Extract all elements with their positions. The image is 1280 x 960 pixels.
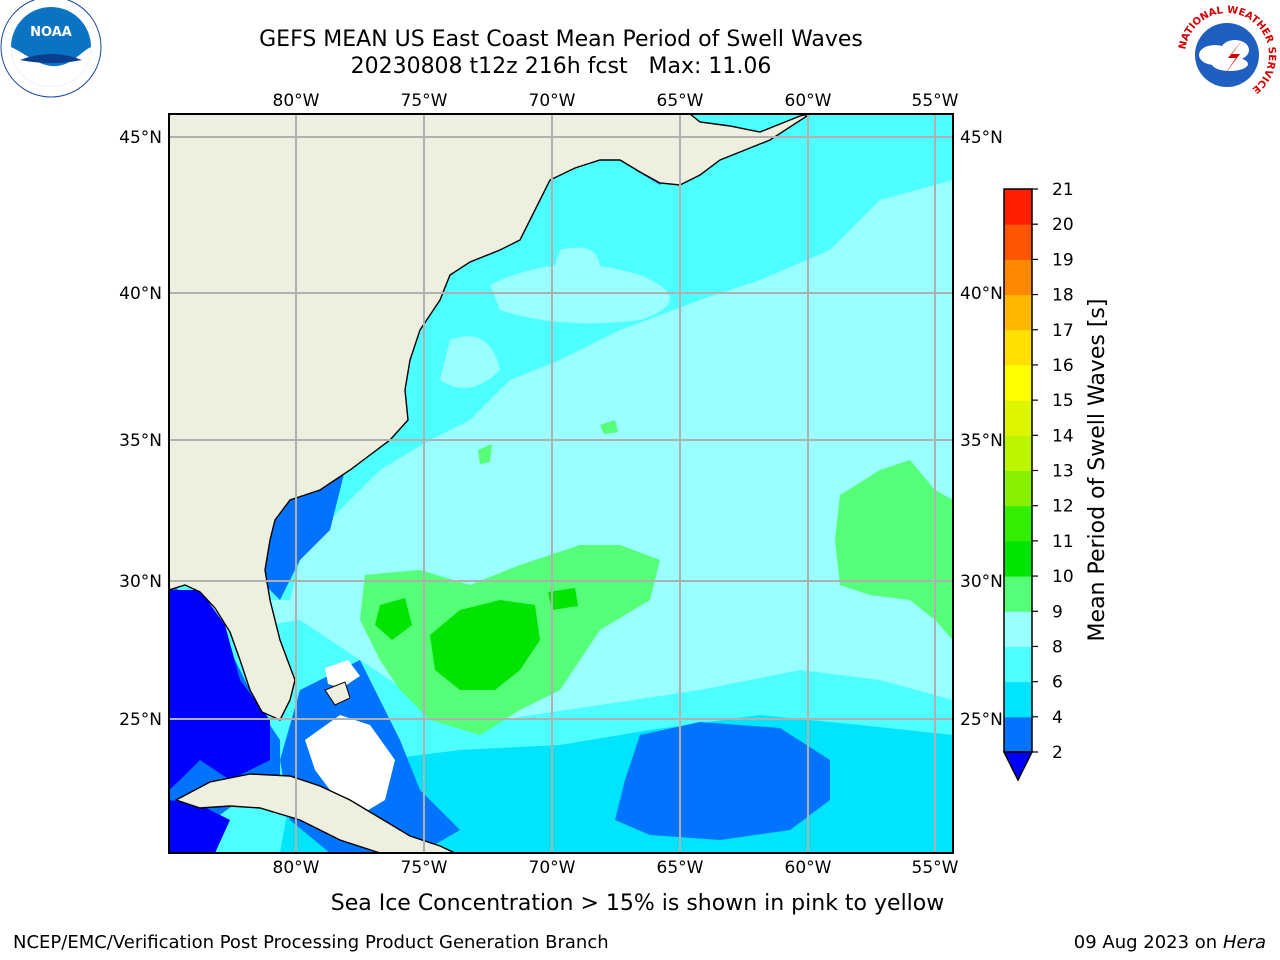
colorbar-segment — [1004, 681, 1032, 718]
map-title: GEFS MEAN US East Coast Mean Period of S… — [259, 27, 863, 52]
contour-10-11-core — [430, 600, 540, 690]
no-data-bahamas-2 — [325, 660, 360, 688]
colorbar-tick-label: 14 — [1052, 426, 1074, 446]
lat-label-left: 30°N — [119, 572, 162, 592]
host-name: Hera — [1222, 932, 1266, 953]
date-value: 09 Aug 2023 on — [1073, 932, 1218, 953]
lat-label-left: 45°N — [119, 128, 162, 148]
lat-label-left: 35°N — [119, 431, 162, 451]
nws-logo: NATIONAL WEATHER SERVICE — [1177, 5, 1277, 103]
colorbar-tick-label: 21 — [1052, 180, 1074, 200]
map-subtitle: 20230808 t12z 216h fcst Max: 11.06 — [350, 54, 772, 79]
colorbar-tick-label: 18 — [1052, 286, 1074, 306]
colorbar-tick-label: 11 — [1052, 532, 1074, 552]
lon-label-bottom: 60°W — [785, 858, 832, 878]
lon-label-top: 70°W — [529, 91, 576, 111]
noaa-logo: NOAA — [0, 0, 102, 98]
colorbar-segment — [1004, 329, 1032, 366]
no-data-bahamas — [305, 715, 395, 815]
colorbar: 2 4 6 8 9 10 11 12 13 14 15 16 17 18 19 20 21 — [1002, 180, 1074, 782]
lon-label-top: 65°W — [657, 91, 704, 111]
contour-9-10-east — [835, 460, 953, 640]
lat-label-right: 40°N — [960, 284, 1003, 304]
credit-text: NCEP/EMC/Verification Post Processing Pr… — [13, 932, 609, 953]
lon-label-top: 60°W — [785, 91, 832, 111]
colorbar-tick-label: 6 — [1052, 673, 1063, 693]
contour-10-11-patch — [375, 598, 412, 640]
colorbar-segment — [1004, 400, 1032, 436]
lat-label-right: 25°N — [960, 710, 1003, 730]
lat-label-right: 35°N — [960, 431, 1003, 451]
colorbar-tick-label: 13 — [1052, 462, 1074, 482]
colorbar-tick-label: 12 — [1052, 497, 1074, 517]
colorbar-segment — [1004, 716, 1032, 753]
noaa-logo-text: NOAA — [30, 25, 72, 40]
map-area — [169, 114, 953, 853]
colorbar-tick-label: 19 — [1052, 250, 1074, 270]
contour-under-2-gulf — [169, 590, 270, 790]
graticule — [169, 114, 953, 853]
contour-8-9-patch-3 — [555, 247, 600, 277]
land-north-america — [169, 114, 811, 721]
contour-9-10-speck-1 — [600, 420, 618, 434]
lon-label-bottom: 65°W — [657, 858, 704, 878]
lat-label-left: 25°N — [119, 710, 162, 730]
colorbar-segment — [1004, 505, 1032, 542]
colorbar-segment — [1004, 259, 1032, 296]
lat-label-left: 40°N — [119, 284, 162, 304]
colorbar-segment — [1004, 435, 1032, 471]
colorbar-segment — [1004, 611, 1032, 647]
colorbar-label: Mean Period of Swell Waves [s] — [1085, 299, 1110, 642]
lon-label-bottom: 75°W — [401, 858, 448, 878]
lon-label-bottom: 70°W — [529, 858, 576, 878]
contour-8-9-patch-2 — [440, 336, 500, 388]
lon-label-top: 75°W — [401, 91, 448, 111]
contour-under-2-caribbean — [169, 800, 230, 853]
colorbar-tick-label: 20 — [1052, 215, 1074, 235]
contour-2-4-south — [615, 722, 830, 840]
lon-label-top: 80°W — [273, 91, 320, 111]
land-cuba — [174, 773, 456, 853]
colorbar-segment — [1004, 646, 1032, 683]
colorbar-tick-label: 8 — [1052, 637, 1063, 657]
colorbar-segment — [1004, 364, 1032, 401]
contour-9-10-speck-2 — [478, 444, 492, 464]
colorbar-segment — [1004, 224, 1032, 260]
colorbar-segment — [1004, 470, 1032, 507]
sea-ice-note: Sea Ice Concentration > 15% is shown in … — [330, 891, 945, 916]
colorbar-segment — [1004, 576, 1032, 612]
land-bahamas-islands — [324, 681, 351, 706]
lon-label-bottom: 80°W — [273, 858, 320, 878]
colorbar-tick-label: 17 — [1052, 321, 1074, 341]
lat-label-right: 45°N — [960, 128, 1003, 148]
map-frame — [168, 113, 954, 854]
colorbar-under-arrow — [1002, 751, 1034, 782]
colorbar-tick-label: 15 — [1052, 391, 1074, 411]
lat-label-right: 30°N — [960, 572, 1003, 592]
colorbar-tick-label: 9 — [1052, 602, 1063, 622]
lon-label-top: 55°W — [912, 91, 959, 111]
contour-10-11-patch-2 — [548, 588, 578, 610]
colorbar-segment — [1004, 294, 1032, 331]
colorbar-tick-label: 2 — [1052, 743, 1063, 763]
lon-label-bottom: 55°W — [912, 858, 959, 878]
colorbar-tick-label: 16 — [1052, 356, 1074, 376]
colorbar-segment — [1004, 540, 1032, 577]
colorbar-tick-label: 4 — [1052, 708, 1063, 728]
colorbar-tick-label: 10 — [1052, 567, 1074, 587]
date-text: 09 Aug 2023 on Hera — [1074, 932, 1266, 953]
colorbar-segment — [1004, 189, 1032, 225]
